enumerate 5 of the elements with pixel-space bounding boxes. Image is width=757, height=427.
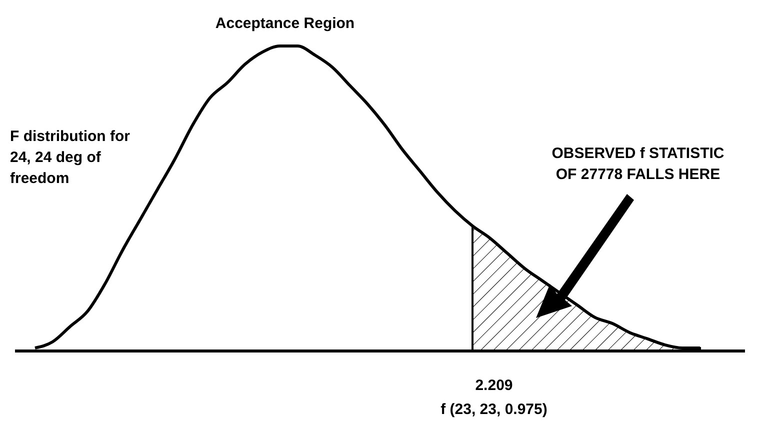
text: 2.209 xyxy=(475,377,513,394)
text: Acceptance Region xyxy=(215,15,355,32)
annotation: OBSERVED f STATISTIC OF 27778 FALLS HERE xyxy=(552,145,724,183)
annotation: F distribution for 24, 24 deg of freedom xyxy=(10,128,130,187)
text: f (23, 23, 0.975) xyxy=(440,401,548,418)
